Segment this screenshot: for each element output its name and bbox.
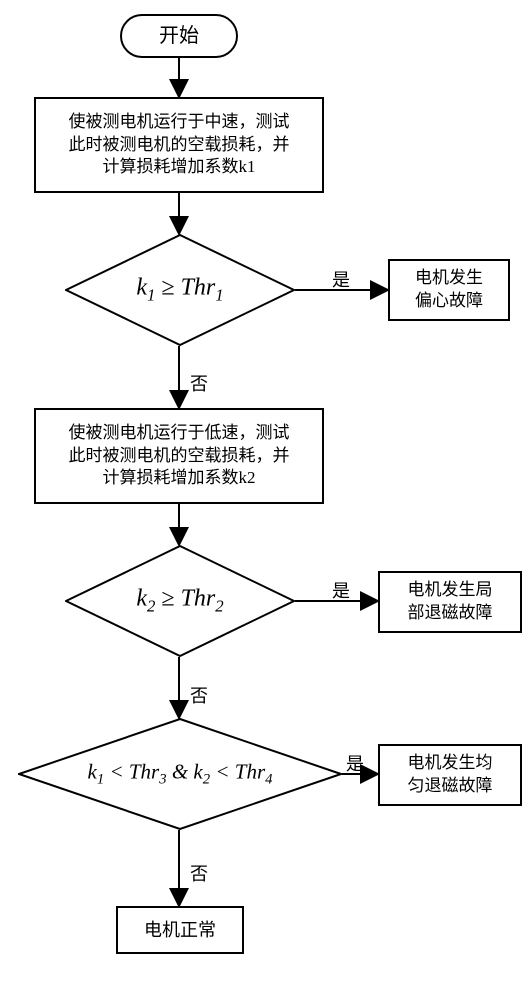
process1-line2: 此时被测电机的空载损耗，并: [69, 134, 290, 157]
process-medium-speed: 使被测电机运行于中速，测试 此时被测电机的空载损耗，并 计算损耗增加系数k1: [34, 97, 324, 193]
result3-line2: 匀退磁故障: [408, 775, 493, 798]
result-uniform-demag-fault: 电机发生均 匀退磁故障: [378, 744, 522, 806]
result-eccentric-fault: 电机发生 偏心故障: [388, 259, 510, 321]
edge-label-yes1: 是: [332, 266, 350, 292]
decision2-label: k2 ≥ Thr2: [136, 586, 223, 617]
edge-label-no2: 否: [190, 682, 208, 708]
result3-line1: 电机发生均: [408, 752, 493, 775]
edge-label-yes2: 是: [332, 577, 350, 603]
decision3-label: k1 < Thr3 & k2 < Thr4: [88, 759, 273, 788]
result2-line1: 电机发生局: [408, 579, 493, 602]
result-normal-label: 电机正常: [144, 918, 216, 942]
process1-line1: 使被测电机运行于中速，测试: [69, 111, 290, 134]
result-normal: 电机正常: [116, 906, 244, 954]
decision1-label: k1 ≥ Thr1: [136, 275, 223, 306]
process-low-speed: 使被测电机运行于低速，测试 此时被测电机的空载损耗，并 计算损耗增加系数k2: [34, 408, 324, 504]
process2-line3: 计算损耗增加系数k2: [103, 467, 256, 490]
decision-k1k2-thr34: k1 < Thr3 & k2 < Thr4: [18, 718, 342, 830]
result-local-demag-fault: 电机发生局 部退磁故障: [378, 571, 522, 633]
process1-line3: 计算损耗增加系数k1: [103, 156, 256, 179]
process2-line1: 使被测电机运行于低速，测试: [69, 422, 290, 445]
decision-k2-thr2: k2 ≥ Thr2: [65, 545, 295, 657]
result2-line2: 部退磁故障: [408, 602, 493, 625]
start-node: 开始: [120, 14, 238, 58]
result1-line2: 偏心故障: [415, 290, 483, 313]
process2-line2: 此时被测电机的空载损耗，并: [69, 445, 290, 468]
edge-label-yes3: 是: [346, 750, 364, 776]
edge-label-no3: 否: [190, 860, 208, 886]
result1-line1: 电机发生: [415, 267, 483, 290]
start-label: 开始: [159, 23, 199, 50]
edge-label-no1: 否: [190, 370, 208, 396]
decision-k1-thr1: k1 ≥ Thr1: [65, 234, 295, 346]
